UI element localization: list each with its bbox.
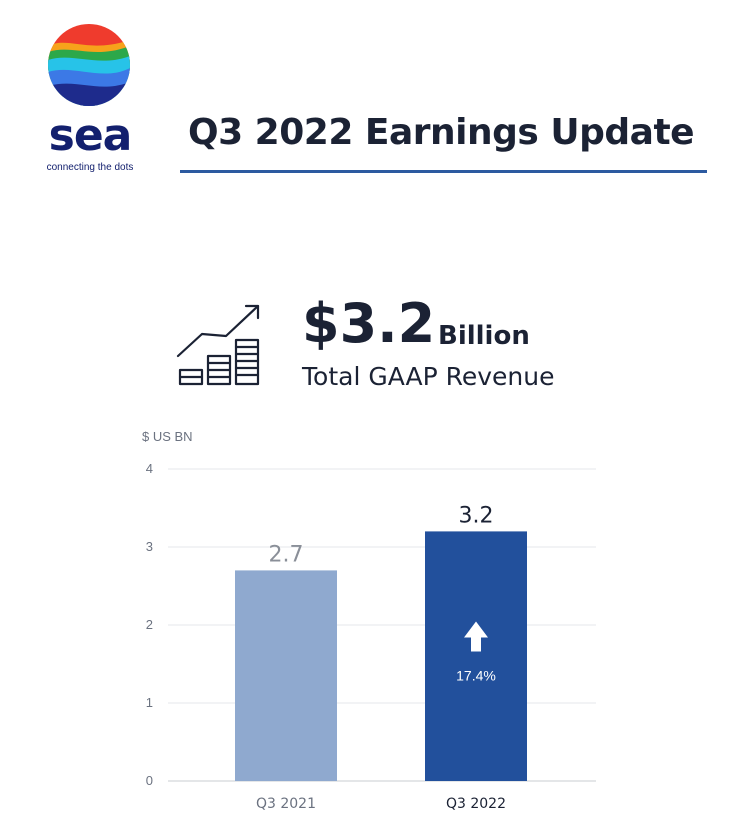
y-tick-label: 0 <box>146 773 153 788</box>
growth-percentage-label: 17.4% <box>456 667 496 683</box>
y-tick-label: 2 <box>146 617 153 632</box>
y-tick-label: 3 <box>146 539 153 554</box>
growth-chart-icon <box>176 304 260 386</box>
bar-q3-2021 <box>235 570 337 781</box>
y-tick-label: 4 <box>146 461 153 476</box>
revenue-bar-chart: $ US BN 0 1 2 3 4 2.7 Q3 2021 3.2 Q3 2022 17.4% <box>0 420 735 825</box>
page-title: Q3 2022 Earnings Update <box>188 112 695 153</box>
logo-wordmark: sea <box>48 110 133 161</box>
x-tick-label: Q3 2022 <box>446 796 506 812</box>
revenue-bar-chart-svg: $ US BN 0 1 2 3 4 2.7 Q3 2021 3.2 Q3 2022 17.4% <box>142 429 596 812</box>
logo-tagline: connecting the dots <box>46 162 134 173</box>
bar-q3-2022 <box>425 531 527 781</box>
kpi-value: $3.2 <box>302 292 436 355</box>
y-tick-label: 1 <box>146 695 153 710</box>
sea-logo-emblem-icon <box>48 24 130 106</box>
up-arrow-icon <box>464 621 488 652</box>
title-underline <box>180 170 707 173</box>
kpi-unit: Billion <box>438 321 530 351</box>
x-tick-label: Q3 2021 <box>256 796 316 812</box>
y-axis-label: $ US BN <box>142 429 193 444</box>
kpi-label: Total GAAP Revenue <box>302 362 555 391</box>
bar-value-label: 3.2 <box>459 503 494 528</box>
sea-logo: sea connecting the dots <box>30 24 150 184</box>
bar-value-label: 2.7 <box>269 542 304 567</box>
